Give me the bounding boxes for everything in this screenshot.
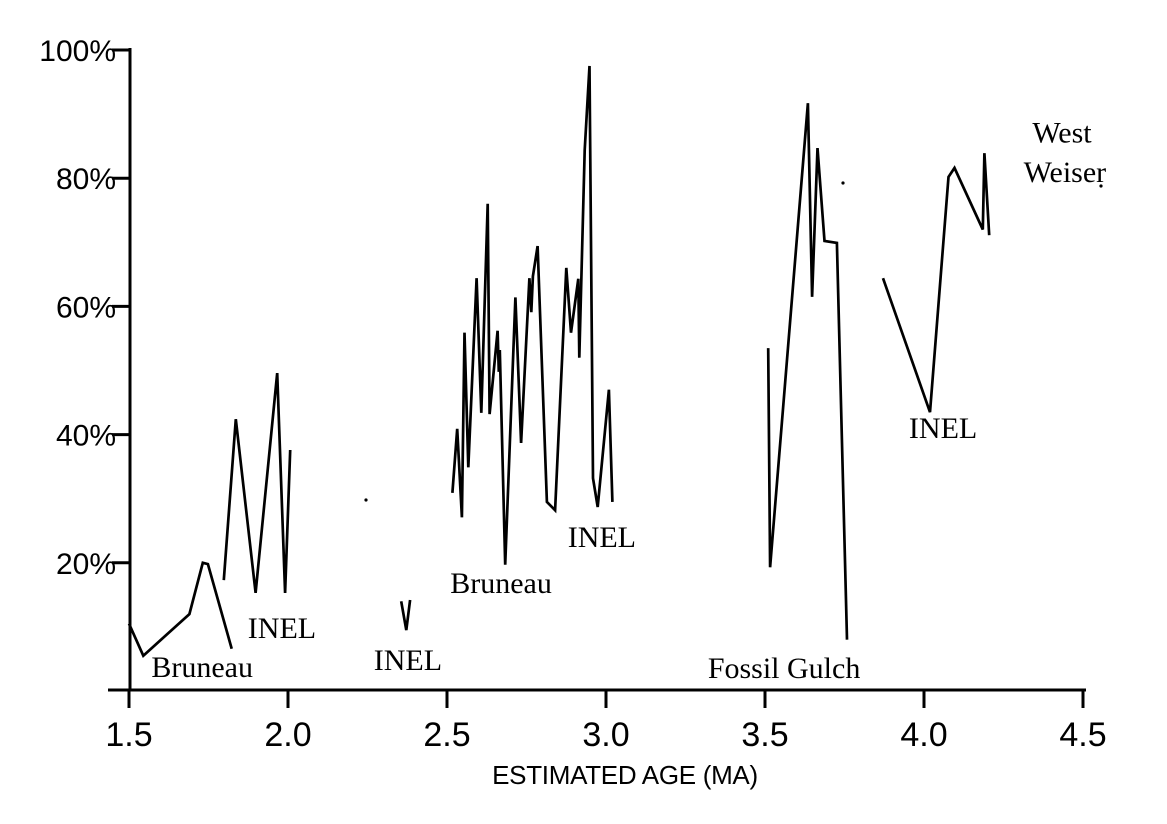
scan-specks: [364, 181, 1103, 502]
scan-speck: [1099, 184, 1103, 188]
axes: 100% 80% 60% 40% 20% 1.5 2.0 2.5 3.0 3.5 4.0 4.5: [39, 35, 1106, 754]
data-series: [127, 65, 991, 658]
segment-labels: Bruneau INEL INEL Bruneau INEL Fossil Gulch IN…: [151, 116, 1106, 685]
label-inel-1: INEL: [248, 612, 316, 645]
scan-speck: [841, 181, 845, 185]
series-line-inel-west-weiser-3-87-4-21-ma: [881, 153, 991, 413]
x-tick-label-4.0: 4.0: [900, 716, 947, 754]
label-inel-4: INEL: [568, 521, 636, 554]
y-tick-label-40: 40%: [56, 420, 116, 453]
label-fossil-gulch-5: Fossil Gulch: [708, 652, 861, 685]
y-tick-label-80: 80%: [56, 163, 116, 196]
label-west-7: West: [1032, 116, 1092, 149]
series-line-inel-1-80-2-01-ma: [222, 372, 292, 594]
x-tick-label-2.5: 2.5: [423, 716, 470, 754]
y-tick-label-100: 100%: [39, 35, 116, 68]
series-line-inel-2-36-2-38-ma: [399, 599, 412, 631]
x-tick-label-3.0: 3.0: [582, 716, 629, 754]
x-tick-label-2.0: 2.0: [264, 716, 311, 754]
series-line-bruneau-inel-2-52-3-02-ma: [451, 65, 614, 565]
label-inel-2: INEL: [374, 644, 442, 677]
series-line-fossil-gulch-3-51-3-76-ma: [766, 103, 849, 640]
label-bruneau-3: Bruneau: [450, 567, 552, 600]
y-tick-label-60: 60%: [56, 291, 116, 324]
x-tick-label-1.5: 1.5: [105, 716, 152, 754]
x-tick-label-3.5: 3.5: [741, 716, 788, 754]
scan-speck: [364, 498, 368, 502]
label-inel-6: INEL: [909, 412, 977, 445]
label-weiser-8: Weiser: [1024, 156, 1107, 189]
y-tick-label-20: 20%: [56, 548, 116, 581]
x-axis-title: ESTIMATED AGE (MA): [492, 760, 758, 790]
series-line-bruneau-1-50-1-82-ma: [127, 561, 233, 658]
label-bruneau-0: Bruneau: [151, 651, 253, 684]
x-tick-label-4.5: 4.5: [1059, 716, 1106, 754]
